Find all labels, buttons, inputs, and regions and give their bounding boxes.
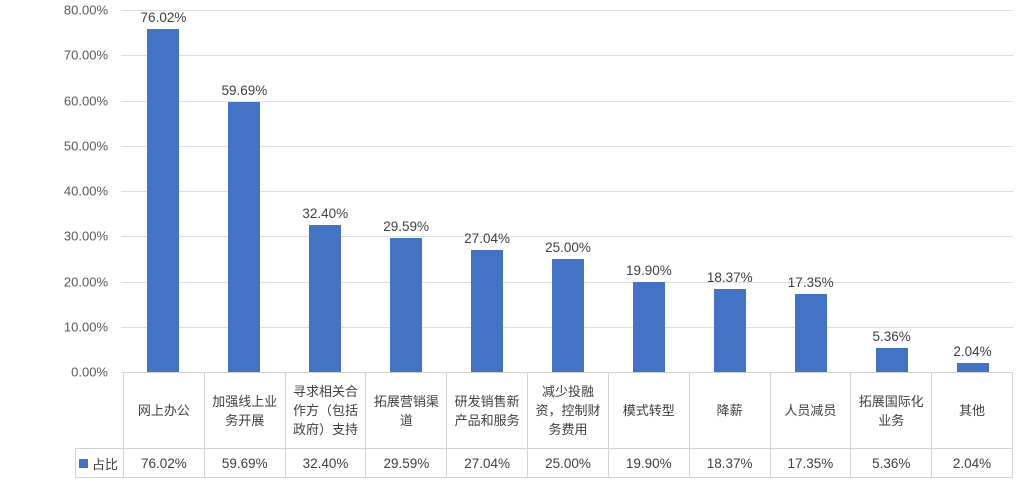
bar[interactable] [471, 249, 504, 372]
gridline [121, 100, 1013, 102]
y-tick-label: 30.00% [63, 228, 108, 244]
bar-value-label: 18.37% [706, 269, 753, 285]
category-cell: 寻求相关合作方（包括政府）支持 [284, 373, 366, 448]
y-tick-label: 80.00% [63, 2, 108, 18]
bar-value-label: 29.59% [383, 219, 430, 235]
bar-value-label: 25.00% [545, 239, 591, 255]
y-tick-label: 60.00% [63, 93, 108, 108]
gridline [121, 191, 1013, 192]
category-cell: 加强线上业务开展 [203, 373, 285, 448]
bar-value-label: 32.40% [302, 206, 349, 222]
value-cell: 2.04% [931, 449, 1013, 477]
gridline [121, 145, 1013, 147]
bar-column: 29.59% [366, 10, 447, 372]
bar-value-label: 5.36% [872, 328, 911, 344]
bar-value-label: 27.04% [464, 230, 510, 246]
category-cell: 网上办公 [123, 373, 204, 448]
bar-value-label: 17.35% [787, 274, 834, 290]
bar-column: 18.37% [689, 10, 770, 372]
category-cell: 模式转型 [607, 373, 689, 448]
value-cell: 18.37% [688, 449, 770, 477]
category-header-row: 网上办公 加强线上业务开展 寻求相关合作方（包括政府）支持 拓展营销渠道 研发销售新产品… [123, 372, 1013, 448]
category-cell: 拓展国际化业务 [850, 373, 931, 448]
plot-area: 76.02% 59.69% 32.40% 29.59% 27.04% 25.00% 19.9… [123, 10, 1013, 372]
y-tick-label: 20.00% [63, 274, 108, 289]
value-cell: 29.59% [365, 449, 446, 477]
legend-color-swatch [79, 458, 88, 468]
bar[interactable] [794, 293, 827, 372]
category-cell: 减少投融资，控制财务费用 [527, 373, 608, 448]
gridline [121, 55, 1013, 57]
y-tick-label: 40.00% [63, 183, 108, 199]
bar[interactable] [147, 29, 180, 372]
bar-column: 32.40% [285, 10, 366, 372]
bar[interactable] [390, 238, 423, 372]
value-cell: 25.00% [527, 449, 608, 477]
value-cell: 17.35% [769, 449, 851, 477]
bar[interactable] [713, 288, 746, 372]
bar-column: 59.69% [204, 10, 285, 372]
legend-label: 占比 [92, 456, 119, 472]
bar-column: 17.35% [770, 10, 851, 372]
category-cell: 人员减员 [769, 373, 851, 448]
bar-column: 25.00% [528, 10, 609, 372]
bar[interactable] [956, 362, 989, 372]
bar-column: 19.90% [608, 10, 689, 372]
y-tick-label: 70.00% [63, 47, 108, 63]
y-tick-label: 10.00% [63, 319, 108, 335]
category-cell: 拓展营销渠道 [365, 373, 446, 448]
value-cell: 32.40% [284, 449, 366, 477]
gridline [121, 10, 1013, 11]
gridline [121, 236, 1013, 238]
value-row: 占比 76.02% 59.69% 32.40% 29.59% 27.04% 25.00% 1… [75, 448, 1013, 478]
bar[interactable] [875, 347, 908, 372]
value-cell: 27.04% [446, 449, 527, 477]
category-cell: 研发销售新产品和服务 [446, 373, 527, 448]
value-cell: 59.69% [203, 449, 285, 477]
value-cell: 19.90% [607, 449, 689, 477]
y-tick-label: 0.00% [71, 364, 108, 380]
bar-value-label: 19.90% [625, 263, 672, 278]
bar[interactable] [309, 225, 342, 372]
bar-value-label: 76.02% [140, 10, 187, 25]
bar-value-label: 2.04% [953, 343, 992, 359]
legend-cell[interactable]: 占比 [75, 449, 123, 477]
bar-column: 5.36% [851, 10, 932, 372]
bar-value-label: 59.69% [221, 82, 268, 98]
category-cell: 其他 [931, 373, 1013, 448]
bar[interactable] [228, 101, 261, 372]
bar[interactable] [551, 258, 584, 372]
y-tick-label: 50.00% [63, 138, 108, 154]
bar-column: 2.04% [932, 10, 1013, 372]
bar[interactable] [632, 282, 665, 372]
category-cell: 降薪 [688, 373, 770, 448]
value-cell: 5.36% [850, 449, 931, 477]
y-axis-labels: 0.00% 10.00% 20.00% 30.00% 40.00% 50.00% 60.00… [0, 3, 108, 380]
bar-column: 27.04% [447, 10, 528, 372]
value-cell: 76.02% [123, 449, 204, 477]
bar-column: 76.02% [123, 10, 204, 372]
